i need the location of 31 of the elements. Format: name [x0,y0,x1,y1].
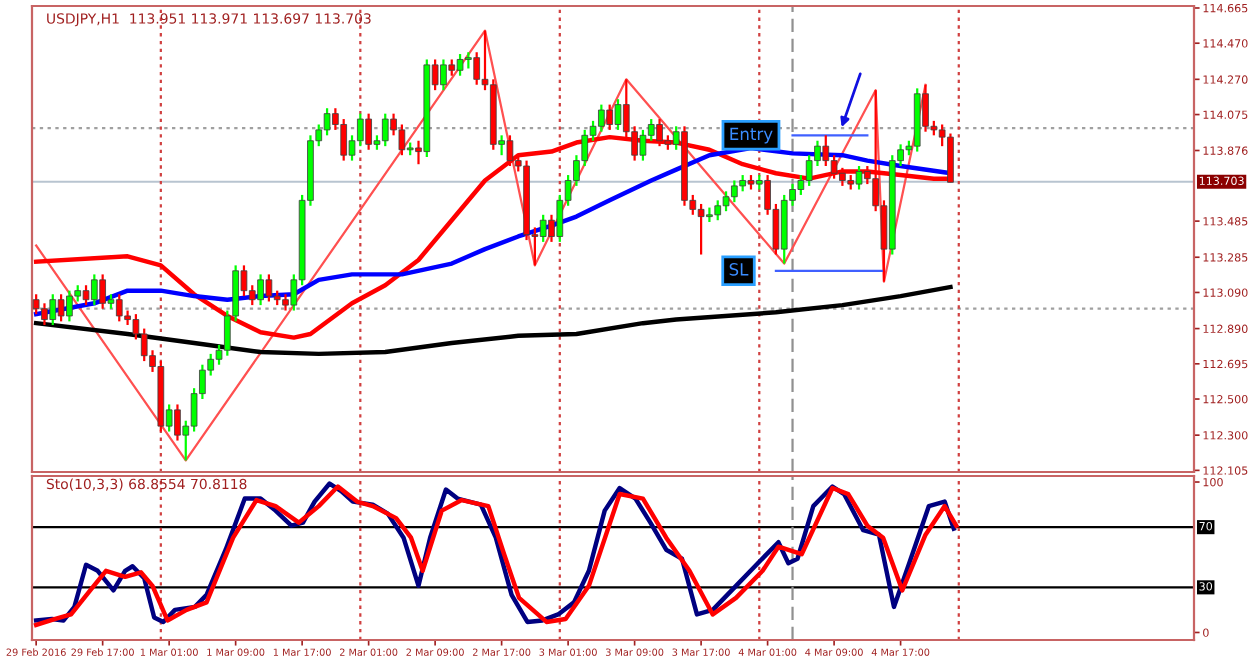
candlestick [839,166,846,188]
candlestick [714,199,722,222]
candlestick [66,289,73,323]
candlestick [57,293,65,323]
candlestick [115,293,123,323]
candlestick [323,107,331,137]
annotation: Entry [730,127,773,144]
candlestick [614,98,622,132]
candlestick [697,202,705,256]
candlestick [539,213,547,243]
line-series [33,284,953,357]
candlestick [456,52,464,77]
candlestick [473,51,481,86]
candlestick [855,164,863,191]
candlestick [265,273,273,303]
candlestick [381,112,389,148]
candlestick [356,112,364,148]
candlestick [41,302,48,327]
annotation: SL [729,263,749,276]
candlestick [174,403,181,442]
candlestick [639,128,647,162]
candlestick [257,273,264,307]
candlestick [822,134,830,168]
candlestick [706,206,713,224]
line-series [35,29,927,462]
candlestick [340,117,348,162]
candlestick [82,284,90,307]
candlestick [49,293,57,327]
candlestick [440,58,447,92]
line-series [33,145,953,317]
candlestick [830,154,838,180]
